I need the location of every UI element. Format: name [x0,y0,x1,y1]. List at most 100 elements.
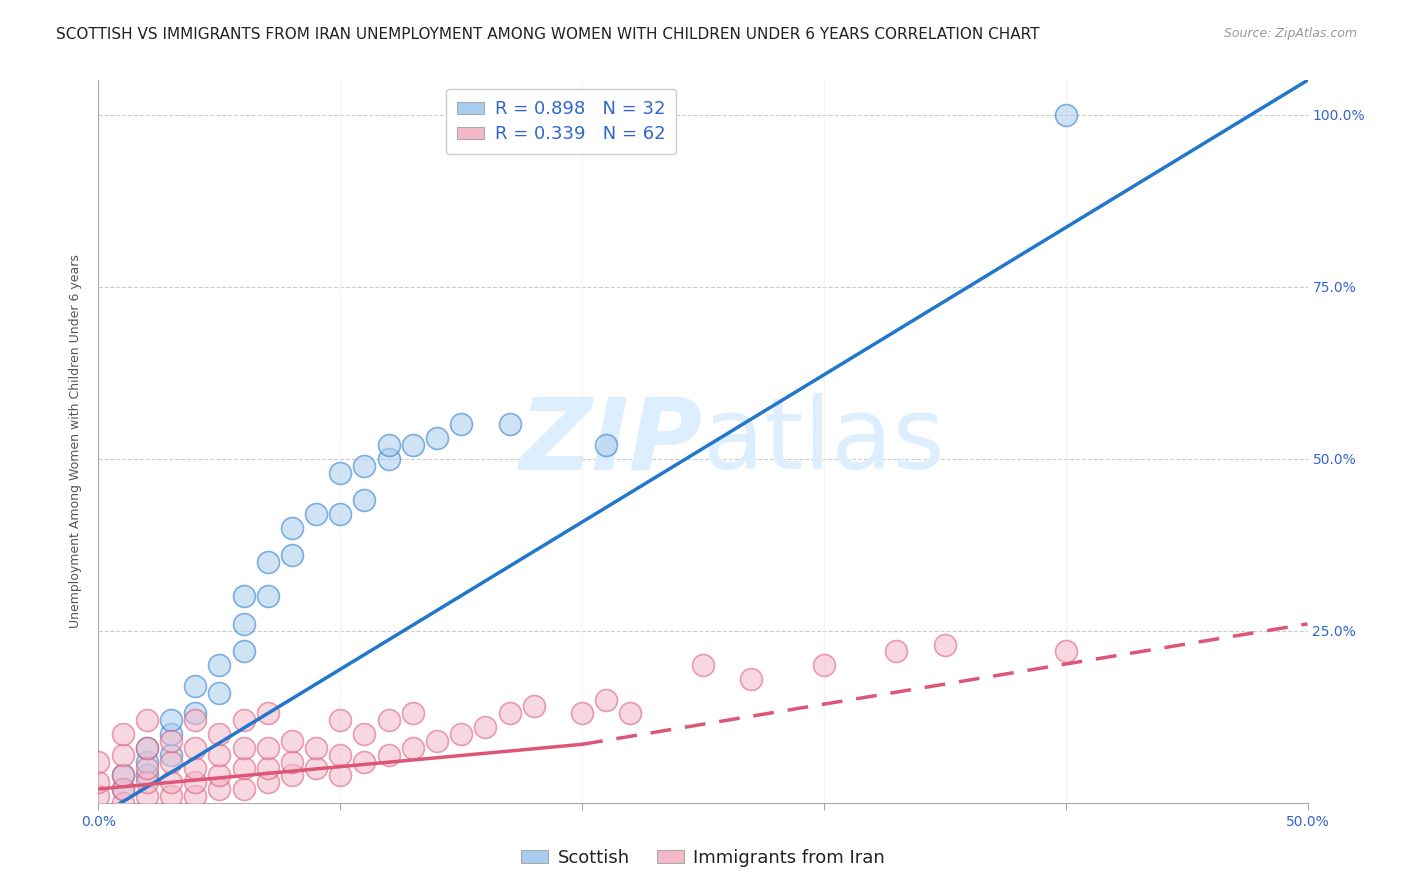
Text: ZIP: ZIP [520,393,703,490]
Point [111,747,134,762]
Point [329,768,352,782]
Point [135,761,157,775]
Point [740,672,762,686]
Point [87,755,110,769]
Point [353,458,375,473]
Point [111,796,134,810]
Point [160,747,183,762]
Point [232,713,254,727]
Point [184,713,207,727]
Point [111,782,134,797]
Point [305,761,328,775]
Point [135,768,157,782]
Point [232,590,254,604]
Point [208,686,231,700]
Legend: Scottish, Immigrants from Iran: Scottish, Immigrants from Iran [515,842,891,874]
Point [377,451,399,466]
Point [692,658,714,673]
Point [402,740,425,755]
Point [184,679,207,693]
Point [87,775,110,789]
Point [571,706,593,721]
Point [377,438,399,452]
Text: SCOTTISH VS IMMIGRANTS FROM IRAN UNEMPLOYMENT AMONG WOMEN WITH CHILDREN UNDER 6 : SCOTTISH VS IMMIGRANTS FROM IRAN UNEMPLO… [56,27,1040,42]
Point [184,706,207,721]
Point [256,761,278,775]
Point [160,713,183,727]
Point [256,740,278,755]
Point [595,692,617,706]
Point [232,782,254,797]
Legend: R = 0.898   N = 32, R = 0.339   N = 62: R = 0.898 N = 32, R = 0.339 N = 62 [446,89,676,154]
Point [256,706,278,721]
Point [329,747,352,762]
Point [135,740,157,755]
Point [184,740,207,755]
Point [208,747,231,762]
Point [377,713,399,727]
Point [450,727,472,741]
Point [1054,108,1077,122]
Point [232,616,254,631]
Point [426,431,449,445]
Point [160,755,183,769]
Point [135,789,157,803]
Point [111,768,134,782]
Point [813,658,835,673]
Point [353,755,375,769]
Point [208,782,231,797]
Point [160,775,183,789]
Point [281,734,304,748]
Point [450,417,472,432]
Point [256,775,278,789]
Point [595,438,617,452]
Point [232,761,254,775]
Point [208,727,231,741]
Y-axis label: Unemployment Among Women with Children Under 6 years: Unemployment Among Women with Children U… [69,254,83,629]
Point [329,507,352,521]
Point [135,755,157,769]
Point [256,555,278,569]
Point [184,789,207,803]
Point [281,548,304,562]
Point [111,782,134,797]
Point [281,755,304,769]
Point [886,644,908,658]
Point [87,789,110,803]
Point [402,438,425,452]
Point [498,706,520,721]
Point [135,775,157,789]
Point [111,768,134,782]
Point [377,747,399,762]
Point [426,734,449,748]
Point [281,768,304,782]
Point [498,417,520,432]
Point [232,644,254,658]
Point [232,740,254,755]
Point [135,740,157,755]
Point [184,761,207,775]
Point [329,713,352,727]
Point [208,658,231,673]
Point [934,638,956,652]
Point [305,507,328,521]
Point [160,727,183,741]
Point [208,768,231,782]
Text: atlas: atlas [703,393,945,490]
Point [281,520,304,534]
Point [353,493,375,508]
Text: Source: ZipAtlas.com: Source: ZipAtlas.com [1223,27,1357,40]
Point [353,727,375,741]
Point [184,775,207,789]
Point [1054,644,1077,658]
Point [111,727,134,741]
Point [256,590,278,604]
Point [160,734,183,748]
Point [523,699,546,714]
Point [402,706,425,721]
Point [305,740,328,755]
Point [329,466,352,480]
Point [135,713,157,727]
Point [160,789,183,803]
Point [474,720,496,734]
